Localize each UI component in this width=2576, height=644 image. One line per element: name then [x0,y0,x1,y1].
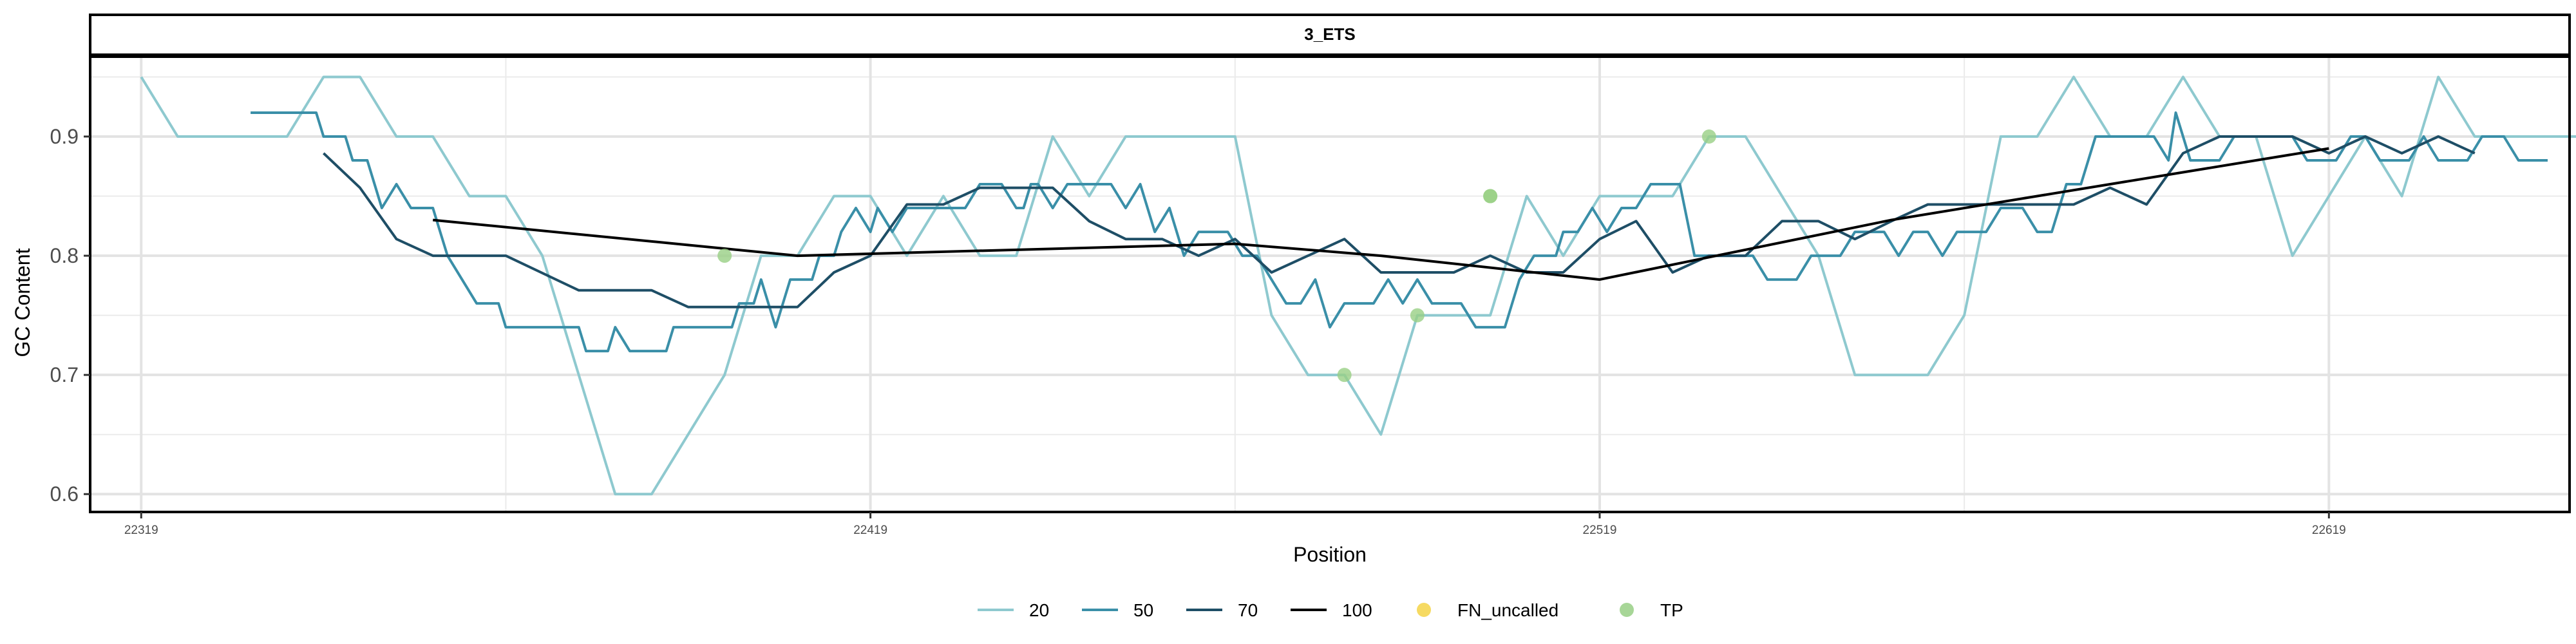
y-tick-label: 0.7 [50,363,79,386]
legend-key-point [1417,603,1431,617]
x-tick-label: 22419 [853,524,887,537]
legend: 20 50 70 100 FN_uncalled TP [978,600,1683,620]
legend-label: 70 [1238,600,1258,620]
series-line-50 [251,111,2548,353]
y-axis-title: GC Content [11,248,34,357]
series-line-70 [323,135,2476,308]
facet-strip-box [89,14,2571,56]
legend-key-point [1620,603,1634,617]
plot-area [89,55,2576,513]
plot-border [89,55,2571,513]
series-line-100 [433,147,2329,281]
legend-item-70: 70 [1186,600,1258,620]
legend-item-FN_uncalled: FN_uncalled [1417,600,1558,620]
series-lines [140,75,2576,496]
legend-label: FN_uncalled [1457,600,1558,620]
x-tick-label: 22519 [1583,524,1617,537]
legend-item-100: 100 [1291,600,1372,620]
x-tick-label: 22319 [124,524,158,537]
y-tick-label: 0.8 [50,244,79,267]
legend-item-20: 20 [978,600,1049,620]
x-axis: 22319 22419 22519 22619 [124,512,2346,537]
legend-item-TP: TP [1620,600,1683,620]
y-axis: 0.6 0.7 0.8 0.9 [50,125,90,506]
point-TP [1337,368,1352,383]
series-points [717,129,1716,383]
legend-label: TP [1660,600,1683,620]
facet-strip: 3_ETS [89,14,2571,56]
point-TP [717,249,732,263]
point-TP [1483,189,1498,204]
point-TP [1410,308,1425,323]
point-TP [1701,129,1716,144]
x-tick-label: 22619 [2312,524,2346,537]
plot-background [90,57,2570,512]
legend-item-50: 50 [1082,600,1153,620]
legend-label: 20 [1029,600,1049,620]
legend-label: 50 [1133,600,1153,620]
series-line-20 [140,75,2576,496]
x-axis-title: Position [1293,543,1367,566]
legend-label: 100 [1342,600,1372,620]
facet-title: 3_ETS [1304,24,1356,44]
y-tick-label: 0.6 [50,482,79,506]
y-tick-label: 0.9 [50,125,79,148]
